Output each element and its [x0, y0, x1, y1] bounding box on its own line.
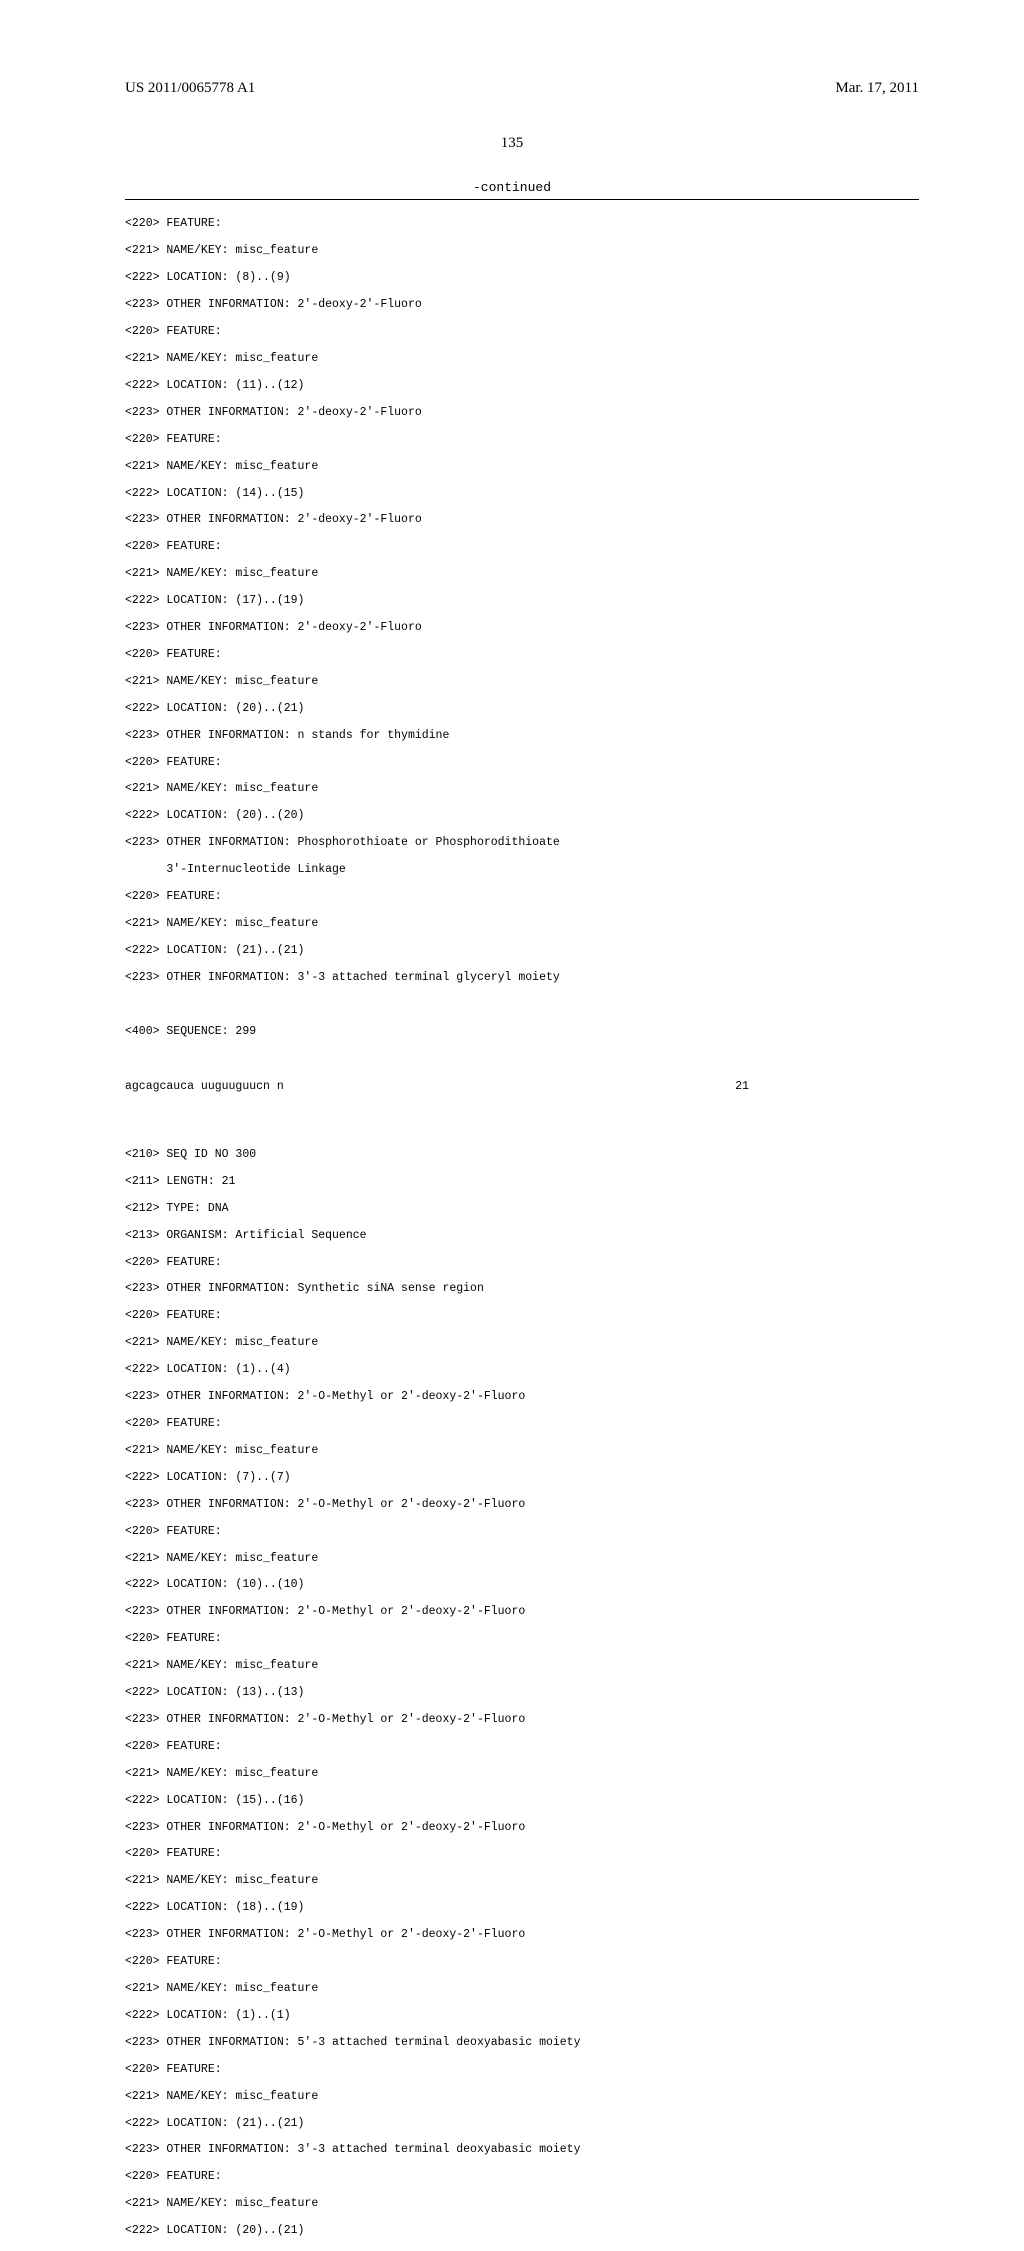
feature-line: <220> FEATURE: [125, 1847, 919, 1860]
feature-line: <220> FEATURE: [125, 1309, 919, 1322]
feature-line: <223> OTHER INFORMATION: 5'-3 attached t… [125, 2036, 919, 2049]
feature-line: <221> NAME/KEY: misc_feature [125, 1982, 919, 1995]
feature-line: <223> OTHER INFORMATION: 2'-deoxy-2'-Flu… [125, 298, 919, 311]
spacer [125, 1052, 919, 1066]
feature-line: <222> LOCATION: (13)..(13) [125, 1686, 919, 1699]
feature-line: <220> FEATURE: [125, 433, 919, 446]
feature-line: <221> NAME/KEY: misc_feature [125, 2090, 919, 2103]
feature-line: <221> NAME/KEY: misc_feature [125, 460, 919, 473]
feature-line: <220> FEATURE: [125, 2063, 919, 2076]
feature-line: <223> OTHER INFORMATION: 2'-deoxy-2'-Flu… [125, 513, 919, 526]
feature-line: <222> LOCATION: (18)..(19) [125, 1901, 919, 1914]
sequence-length: 21 [735, 1080, 749, 1093]
feature-line: <220> FEATURE: [125, 890, 919, 903]
feature-line: <223> OTHER INFORMATION: 2'-O-Methyl or … [125, 1713, 919, 1726]
feature-line: <213> ORGANISM: Artificial Sequence [125, 1229, 919, 1242]
feature-line: <222> LOCATION: (15)..(16) [125, 1794, 919, 1807]
page-number: 135 [0, 135, 1024, 152]
feature-line: <222> LOCATION: (1)..(4) [125, 1363, 919, 1376]
feature-line: <221> NAME/KEY: misc_feature [125, 675, 919, 688]
sequence-text: agcagcauca uuguuguucn n [125, 1080, 284, 1093]
feature-line: <222> LOCATION: (20)..(20) [125, 809, 919, 822]
feature-line: <223> OTHER INFORMATION: 2'-O-Methyl or … [125, 1928, 919, 1941]
feature-line: <223> OTHER INFORMATION: Synthetic siNA … [125, 1282, 919, 1295]
feature-line: <220> FEATURE: [125, 1632, 919, 1645]
feature-line: <223> OTHER INFORMATION: 2'-O-Methyl or … [125, 1390, 919, 1403]
feature-line: <221> NAME/KEY: misc_feature [125, 567, 919, 580]
feature-line: <221> NAME/KEY: misc_feature [125, 1552, 919, 1565]
feature-line: <222> LOCATION: (20)..(21) [125, 702, 919, 715]
feature-line: <220> FEATURE: [125, 540, 919, 553]
feature-line: <223> OTHER INFORMATION: 3'-3 attached t… [125, 2143, 919, 2156]
feature-line: <223> OTHER INFORMATION: 2'-O-Methyl or … [125, 1498, 919, 1511]
horizontal-rule-top [125, 199, 919, 200]
feature-line: <222> LOCATION: (21)..(21) [125, 2117, 919, 2130]
feature-line: <221> NAME/KEY: misc_feature [125, 1336, 919, 1349]
document-header: US 2011/0065778 A1 Mar. 17, 2011 [0, 0, 1024, 97]
feature-line: <221> NAME/KEY: misc_feature [125, 1444, 919, 1457]
feature-line: <221> NAME/KEY: misc_feature [125, 1874, 919, 1887]
feature-line: <220> FEATURE: [125, 1955, 919, 1968]
feature-line: <222> LOCATION: (20)..(21) [125, 2224, 919, 2237]
feature-line: <223> OTHER INFORMATION: n stands for th… [125, 729, 919, 742]
document-number: US 2011/0065778 A1 [125, 80, 255, 97]
feature-line: <222> LOCATION: (7)..(7) [125, 1471, 919, 1484]
feature-line: <223> OTHER INFORMATION: 2'-O-Methyl or … [125, 1821, 919, 1834]
feature-line: <223> OTHER INFORMATION: 3'-3 attached t… [125, 971, 919, 984]
feature-line: <222> LOCATION: (21)..(21) [125, 944, 919, 957]
feature-line: <220> FEATURE: [125, 648, 919, 661]
sequence-label: <400> SEQUENCE: 299 [125, 1025, 919, 1038]
document-date: Mar. 17, 2011 [835, 80, 919, 97]
feature-line: <222> LOCATION: (1)..(1) [125, 2009, 919, 2022]
feature-line: <221> NAME/KEY: misc_feature [125, 352, 919, 365]
feature-line: <220> FEATURE: [125, 1256, 919, 1269]
feature-line: <221> NAME/KEY: misc_feature [125, 782, 919, 795]
feature-line: <222> LOCATION: (11)..(12) [125, 379, 919, 392]
feature-line: <220> FEATURE: [125, 1740, 919, 1753]
sequence-row: agcagcauca uuguuguucn n 21 [125, 1080, 919, 1093]
feature-line: <223> OTHER INFORMATION: 2'-O-Methyl or … [125, 1605, 919, 1618]
feature-line: <221> NAME/KEY: misc_feature [125, 2197, 919, 2210]
feature-line: <223> OTHER INFORMATION: 2'-deoxy-2'-Flu… [125, 621, 919, 634]
feature-line: <221> NAME/KEY: misc_feature [125, 1767, 919, 1780]
feature-line: <222> LOCATION: (17)..(19) [125, 594, 919, 607]
feature-line: <211> LENGTH: 21 [125, 1175, 919, 1188]
feature-line: <220> FEATURE: [125, 2170, 919, 2183]
feature-line: <220> FEATURE: [125, 325, 919, 338]
feature-line: <222> LOCATION: (10)..(10) [125, 1578, 919, 1591]
feature-line: <221> NAME/KEY: misc_feature [125, 917, 919, 930]
feature-line: <223> OTHER INFORMATION: Phosphorothioat… [125, 836, 919, 849]
feature-line: <220> FEATURE: [125, 756, 919, 769]
feature-line: <220> FEATURE: [125, 1525, 919, 1538]
feature-line: <222> LOCATION: (14)..(15) [125, 487, 919, 500]
feature-line: 3'-Internucleotide Linkage [125, 863, 919, 876]
feature-line: <221> NAME/KEY: misc_feature [125, 244, 919, 257]
feature-line: <221> NAME/KEY: misc_feature [125, 1659, 919, 1672]
continued-label: -continued [0, 180, 1024, 195]
feature-line: <210> SEQ ID NO 300 [125, 1148, 919, 1161]
feature-line: <220> FEATURE: [125, 1417, 919, 1430]
feature-line: <223> OTHER INFORMATION: 2'-deoxy-2'-Flu… [125, 406, 919, 419]
feature-line: <220> FEATURE: [125, 217, 919, 230]
feature-line: <212> TYPE: DNA [125, 1202, 919, 1215]
spacer [125, 1106, 919, 1134]
spacer [125, 998, 919, 1012]
sequence-listing: <220> FEATURE: <221> NAME/KEY: misc_feat… [0, 204, 1024, 2251]
feature-line: <222> LOCATION: (8)..(9) [125, 271, 919, 284]
